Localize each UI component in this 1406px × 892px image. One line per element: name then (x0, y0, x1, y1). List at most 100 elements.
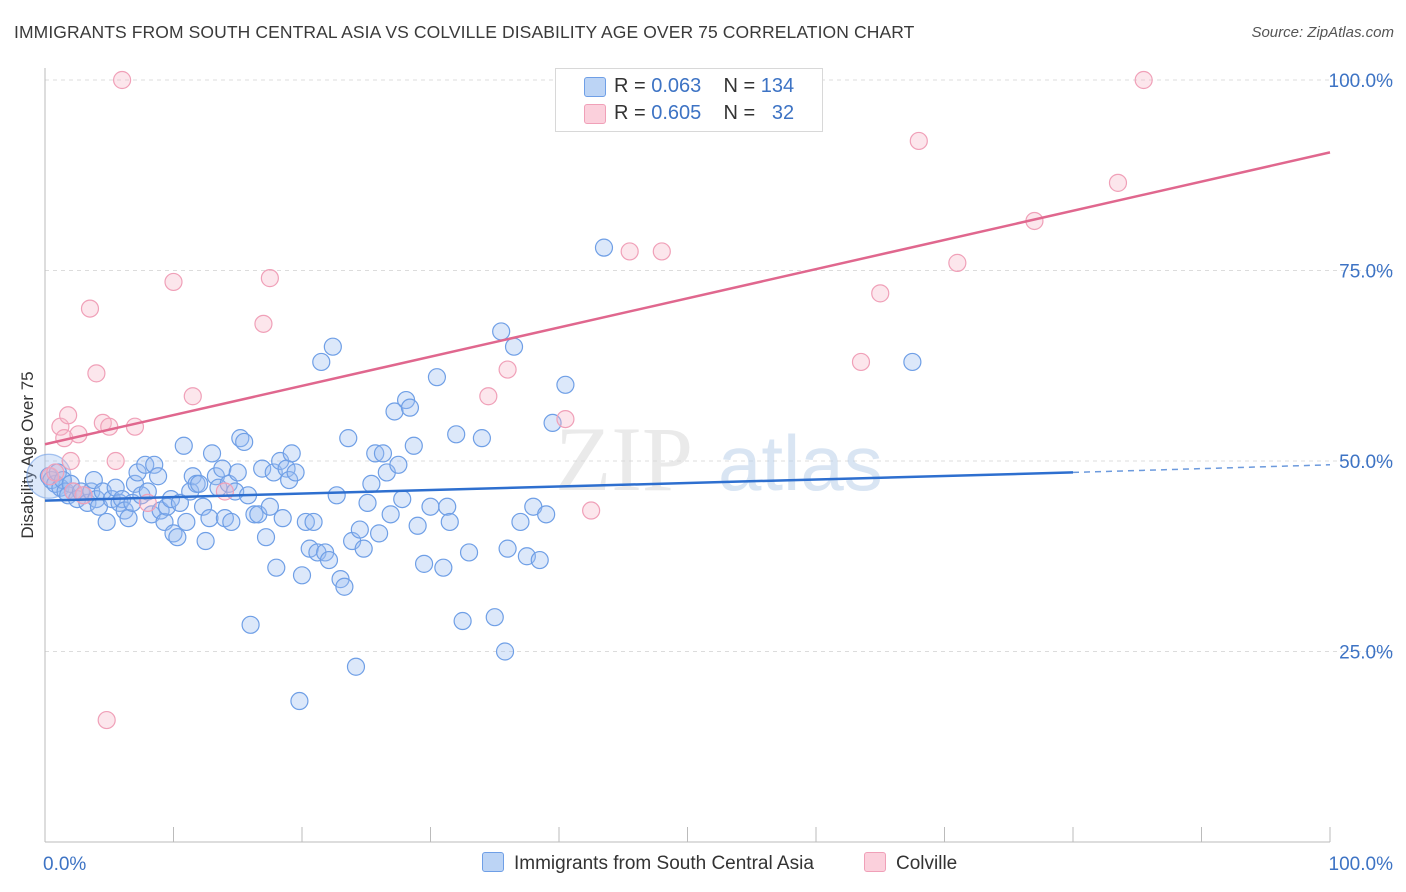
data-point (193, 497, 213, 516)
data-point (46, 463, 65, 482)
data-point (168, 528, 187, 547)
data-point (260, 269, 279, 288)
data-point (200, 509, 219, 528)
legend-swatch-blue (584, 77, 606, 97)
data-point (304, 512, 323, 532)
watermark: ZIP atlas (555, 408, 883, 510)
data-point (421, 497, 440, 516)
data-point (286, 463, 305, 482)
data-point (119, 509, 138, 528)
series-colville-points (41, 70, 1153, 730)
data-point (556, 409, 575, 429)
trend-line-immigrants (44, 471, 1074, 502)
legend-n-label: N = (723, 75, 756, 97)
data-point (537, 505, 556, 524)
data-point (296, 512, 315, 532)
data-point (948, 253, 967, 272)
data-point (196, 531, 215, 551)
data-point (260, 497, 279, 516)
data-point (327, 486, 346, 505)
data-point (385, 402, 404, 421)
trend-line-colville (44, 151, 1331, 446)
data-point (479, 387, 498, 406)
data-point (256, 528, 276, 547)
data-point (222, 512, 241, 532)
data-point (556, 375, 575, 394)
bottom-legend-immigrants: Immigrants from South Central Asia (482, 852, 814, 875)
data-point (472, 429, 491, 448)
data-point (389, 455, 408, 474)
gridlines (45, 79, 1393, 652)
data-point (903, 352, 922, 372)
data-point (346, 657, 366, 676)
data-point (74, 486, 93, 505)
data-point (282, 444, 301, 463)
data-point (170, 493, 190, 513)
data-point (106, 451, 125, 471)
data-point (530, 550, 549, 570)
data-point (498, 539, 517, 558)
data-point (373, 444, 393, 463)
legend-n-label: N = (723, 102, 756, 124)
data-point (174, 436, 193, 455)
data-point (459, 543, 479, 562)
data-point (354, 539, 373, 558)
legend-swatch-pink (584, 104, 606, 124)
data-point (427, 368, 447, 387)
data-point (80, 299, 100, 318)
legend-r-value-immigrants: 0.063 (651, 75, 702, 97)
trend-lines (44, 151, 1331, 502)
data-point (440, 512, 459, 532)
data-point (620, 242, 639, 261)
data-point (492, 322, 511, 341)
source-label: Source: ZipAtlas.com (1251, 24, 1394, 41)
bottom-legend-label-colville: Colville (896, 853, 958, 874)
bottom-legend-swatch-pink (864, 852, 886, 872)
trend-line-immigrants-extension (1072, 464, 1331, 474)
data-point (851, 352, 871, 372)
data-point (408, 516, 427, 535)
y-tick-label: 100.0% (1329, 71, 1394, 92)
data-point (161, 490, 181, 509)
data-point (97, 710, 116, 730)
series-immigrants-points (26, 238, 922, 711)
data-point (511, 512, 530, 532)
data-point (414, 554, 434, 573)
data-point (323, 337, 342, 356)
data-point (125, 417, 145, 436)
x-tick-label: 100.0% (1329, 854, 1394, 875)
bottom-legend-swatch-blue (482, 852, 504, 872)
data-point (228, 463, 247, 482)
data-point (404, 436, 423, 455)
data-point (213, 459, 232, 478)
y-tick-label: 75.0% (1339, 262, 1393, 283)
data-point (447, 425, 466, 444)
data-point (358, 493, 377, 513)
data-point (438, 497, 457, 516)
data-point (267, 558, 286, 577)
x-tick-label: 0.0% (43, 854, 86, 875)
data-point (594, 238, 614, 257)
data-point (495, 642, 515, 661)
data-point (909, 131, 928, 151)
data-point (434, 558, 453, 577)
data-point (498, 360, 517, 379)
chart-title: IMMIGRANTS FROM SOUTH CENTRAL ASIA VS CO… (14, 22, 915, 42)
data-point (312, 352, 331, 372)
data-point (215, 482, 234, 501)
data-point (245, 505, 264, 524)
data-point (235, 432, 254, 452)
data-point (319, 550, 339, 570)
correlation-legend: R = 0.063 N = 134 R = 0.605 N = 32 (555, 68, 823, 132)
bottom-legend-label-immigrants: Immigrants from South Central Asia (514, 853, 814, 874)
legend-n-value-immigrants: 134 (760, 75, 795, 97)
data-point (177, 512, 196, 532)
legend-r-value-colville: 0.605 (651, 102, 702, 124)
data-point (128, 463, 147, 482)
data-point (1134, 70, 1153, 90)
data-point (202, 444, 222, 463)
data-point (485, 608, 504, 627)
data-point (148, 467, 168, 486)
data-point (254, 314, 273, 333)
